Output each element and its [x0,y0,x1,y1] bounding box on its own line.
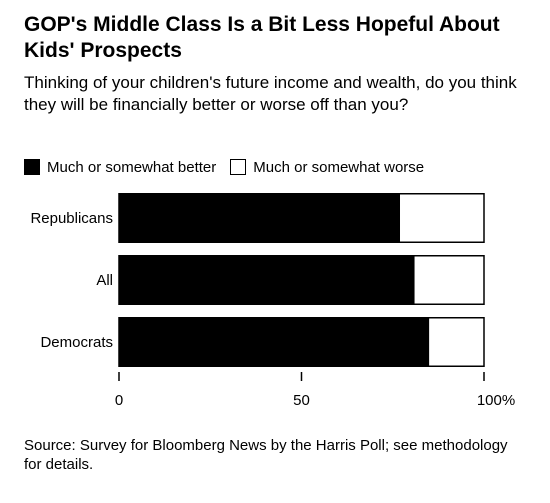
x-tick-label-0: 0 [115,392,123,409]
x-tick-label-50: 50 [293,392,310,409]
legend-swatch-better [24,159,40,175]
x-tick-label-100: 100% [477,392,515,409]
bar-all-better [119,255,415,305]
legend-label-better: Much or somewhat better [47,158,217,176]
bar-republicans-worse [400,193,484,243]
bar-democrats-better [119,317,430,367]
legend-item-better: Much or somewhat better [24,159,216,176]
legend: Much or somewhat better Much or somewhat… [24,157,438,177]
bar-outline-republicans [118,193,485,243]
legend-swatch-worse [230,159,247,175]
legend-item-worse: Much or somewhat worse [230,159,424,176]
bar-republicans-better [119,193,401,243]
category-label-democrats: Democrats [40,334,113,351]
source-note: Source: Survey for Bloomberg News by the… [24,437,508,473]
category-label-all: All [96,272,113,289]
chart-subtitle: Thinking of your children's future incom… [24,73,517,114]
bar-democrats-worse [429,317,484,367]
bar-all-worse [414,255,484,305]
bar-outline-all [118,255,485,305]
bar-outline-democrats [118,317,485,367]
stacked-bar-chart: Republicans All Democrats 0 50 100% [30,193,515,409]
chart-title: GOP's Middle Class Is a Bit Less Hopeful… [24,13,500,62]
category-label-republicans: Republicans [30,210,113,227]
legend-label-worse: Much or somewhat worse [253,158,425,176]
